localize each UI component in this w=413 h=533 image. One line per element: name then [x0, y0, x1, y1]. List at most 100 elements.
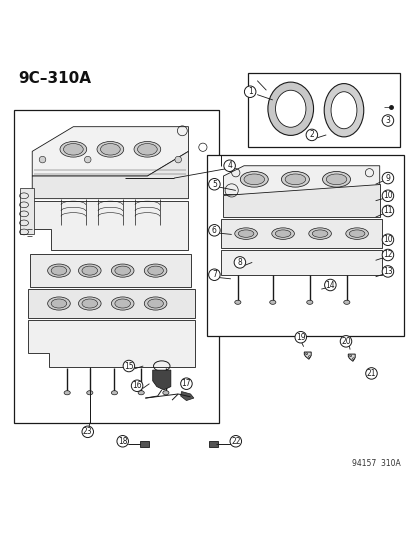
Text: 13: 13: [382, 267, 392, 276]
Polygon shape: [223, 166, 379, 195]
Ellipse shape: [306, 300, 312, 304]
Polygon shape: [28, 289, 194, 318]
Polygon shape: [223, 184, 379, 217]
Text: 21: 21: [366, 369, 375, 378]
Text: 22: 22: [230, 437, 240, 446]
Circle shape: [230, 435, 241, 447]
Circle shape: [324, 279, 335, 291]
Circle shape: [381, 172, 393, 184]
Text: 23: 23: [83, 427, 93, 437]
Ellipse shape: [111, 264, 134, 277]
Text: 12: 12: [382, 251, 392, 260]
Ellipse shape: [234, 228, 257, 239]
Circle shape: [180, 378, 192, 390]
Bar: [208, 441, 217, 447]
Ellipse shape: [144, 264, 166, 277]
Polygon shape: [28, 320, 194, 367]
Text: 11: 11: [382, 206, 392, 215]
Ellipse shape: [138, 391, 144, 395]
Polygon shape: [221, 219, 381, 248]
Circle shape: [208, 224, 220, 236]
Ellipse shape: [311, 230, 327, 237]
Polygon shape: [180, 392, 193, 401]
Ellipse shape: [82, 299, 97, 308]
Polygon shape: [152, 370, 171, 390]
Ellipse shape: [115, 299, 130, 308]
Ellipse shape: [269, 300, 275, 304]
Circle shape: [365, 368, 376, 379]
Ellipse shape: [47, 264, 70, 277]
Ellipse shape: [78, 264, 101, 277]
Circle shape: [123, 360, 134, 372]
Text: 10: 10: [382, 235, 392, 244]
Circle shape: [244, 86, 255, 98]
Ellipse shape: [144, 297, 166, 310]
Ellipse shape: [82, 266, 97, 275]
Ellipse shape: [275, 230, 290, 237]
Text: 10: 10: [382, 191, 392, 200]
Ellipse shape: [237, 230, 253, 237]
Circle shape: [308, 356, 310, 358]
Ellipse shape: [322, 172, 350, 187]
Circle shape: [349, 355, 351, 357]
Text: 94157  310A: 94157 310A: [351, 459, 399, 468]
Ellipse shape: [330, 92, 356, 129]
Text: 3: 3: [385, 116, 389, 125]
Circle shape: [339, 336, 351, 347]
Ellipse shape: [100, 143, 120, 155]
FancyBboxPatch shape: [206, 156, 404, 336]
Ellipse shape: [281, 172, 309, 187]
Text: 15: 15: [124, 361, 133, 370]
Polygon shape: [30, 254, 190, 287]
Text: 9: 9: [385, 174, 389, 183]
Circle shape: [175, 156, 181, 163]
Text: 2: 2: [309, 131, 313, 140]
Circle shape: [381, 205, 393, 217]
Text: 6: 6: [211, 226, 216, 235]
Text: 14: 14: [325, 280, 335, 289]
Text: 8: 8: [237, 258, 242, 267]
Circle shape: [208, 179, 220, 190]
Circle shape: [131, 380, 142, 392]
Text: 16: 16: [132, 381, 142, 390]
Polygon shape: [32, 151, 188, 199]
Ellipse shape: [60, 141, 86, 157]
Circle shape: [381, 190, 393, 201]
Circle shape: [116, 435, 128, 447]
Text: 5: 5: [211, 180, 216, 189]
Ellipse shape: [111, 391, 117, 395]
Ellipse shape: [271, 228, 294, 239]
Circle shape: [381, 115, 393, 126]
Text: 4: 4: [227, 161, 232, 170]
Circle shape: [305, 129, 317, 141]
Circle shape: [234, 256, 245, 268]
Circle shape: [223, 160, 235, 172]
Ellipse shape: [137, 143, 157, 155]
Text: 9C–310A: 9C–310A: [18, 71, 90, 86]
Ellipse shape: [285, 174, 305, 184]
Polygon shape: [347, 354, 354, 361]
Bar: [140, 441, 149, 447]
Circle shape: [84, 156, 91, 163]
Circle shape: [381, 265, 393, 277]
Ellipse shape: [243, 174, 264, 184]
Ellipse shape: [147, 299, 163, 308]
Polygon shape: [20, 188, 34, 233]
Circle shape: [82, 426, 93, 438]
Ellipse shape: [349, 230, 364, 237]
Polygon shape: [304, 352, 311, 359]
Polygon shape: [221, 250, 381, 274]
Ellipse shape: [162, 391, 169, 395]
FancyBboxPatch shape: [247, 73, 399, 147]
Ellipse shape: [115, 266, 130, 275]
Ellipse shape: [111, 297, 134, 310]
Text: 17: 17: [181, 379, 191, 388]
Text: 18: 18: [118, 437, 127, 446]
Ellipse shape: [325, 174, 346, 184]
Circle shape: [381, 234, 393, 246]
Circle shape: [208, 269, 220, 280]
Circle shape: [39, 156, 46, 163]
Ellipse shape: [323, 84, 363, 137]
Text: 19: 19: [295, 333, 305, 342]
Polygon shape: [32, 127, 188, 176]
